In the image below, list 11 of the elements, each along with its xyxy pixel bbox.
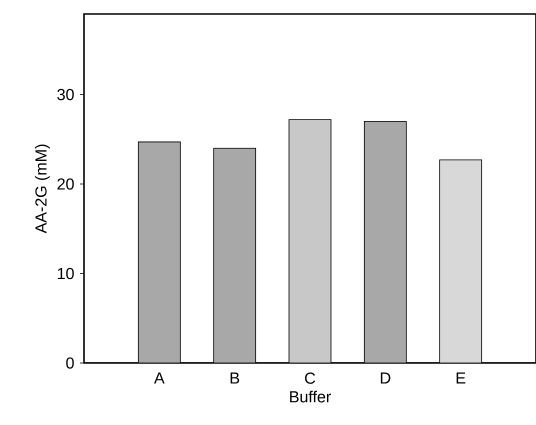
x-tick-label: E xyxy=(456,372,466,384)
x-tick-label: C xyxy=(305,372,316,384)
y-tick-label: 30 xyxy=(57,88,74,100)
y-tick-label: 0 xyxy=(66,357,74,369)
y-tick-label: 20 xyxy=(57,178,74,190)
x-tick-label: A xyxy=(154,372,165,384)
y-tick-label: 10 xyxy=(58,268,74,280)
x-tick-label: B xyxy=(230,372,240,384)
y-axis-title: AA-2G (mM) xyxy=(34,144,50,234)
x-tick-label: D xyxy=(380,372,390,384)
x-axis-title: Buffer xyxy=(290,390,331,402)
